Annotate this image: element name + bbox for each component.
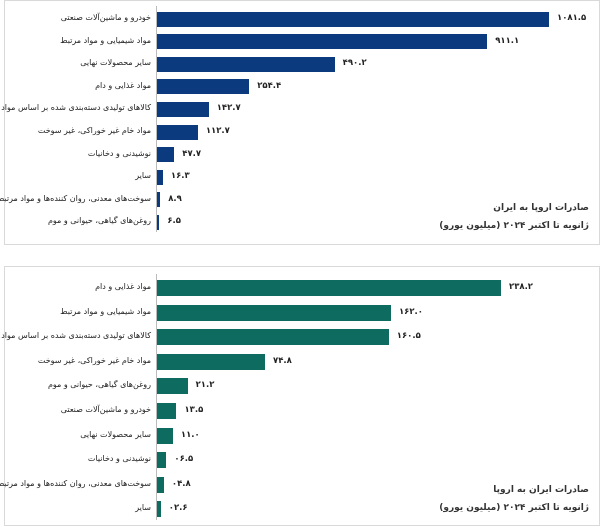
category-label: روغن‌های گیاهی، حیوانی و موم [47,216,151,226]
data-label: ۱۶۲.۰ [398,306,423,317]
bar [157,304,391,321]
category-label: مواد خام غیر خوراکی، غیر سوخت [37,126,151,135]
category-label: کالاهای تولیدی دسته‌بندی شده بر اساس موا… [1,331,151,341]
bar [157,79,250,95]
data-label: ۱۳.۵ [184,405,204,415]
chart-subtitle: ژانویه تا اکتبر ۲۰۲۴ (میلیون یورو) [439,503,589,513]
category-label: نوشیدنی و دخانیات [87,454,151,464]
data-label: ۴۹۰.۲ [342,58,367,69]
bar [157,353,266,370]
data-label: ۲۳۸.۲ [509,282,533,292]
category-label: کالاهای تولیدی دسته‌بندی شده بر اساس موا… [1,103,151,113]
chart-title-block: صادرات ایران به اروپا ژانویه تا اکتبر ۲۰… [439,481,589,517]
bar [157,329,389,346]
data-label: ۸.۹ [168,193,182,204]
chart-subtitle: ژانویه تا اکتبر ۲۰۲۴ (میلیون یورو) [439,221,589,231]
chart-title: صادرات ایران به اروپا [493,485,589,495]
europe-to-iran-chart: صادرات اروپا به ایران ژانویه تا اکتبر ۲۰… [0,0,600,245]
category-label: نوشیدنی و دخانیات [87,148,151,158]
bar [157,501,161,518]
category-label: خودرو و ماشین‌آلات صنعتی [60,405,151,414]
category-label: مواد شیمیایی و مواد مرتبط [60,306,151,316]
data-label: ۱۶.۳ [170,171,190,182]
category-label: سایر محصولات نهایی [80,429,151,439]
bar [157,214,160,230]
bar [157,427,173,444]
category-label: سایر [135,171,151,181]
category-label: سوخت‌های معدنی، روان کننده‌ها و مواد مرت… [0,193,151,203]
chart-title: صادرات اروپا به ایران [493,203,589,213]
data-label: ۲۱.۲ [195,380,215,391]
category-label: سایر [135,503,151,513]
y-axis-line [156,274,157,520]
bar [157,124,198,140]
bar [157,378,188,395]
bar [157,147,175,163]
data-label: ۱۰۸۱.۵ [557,13,587,23]
bar [157,192,161,208]
category-label: خودرو و ماشین‌آلات صنعتی [60,13,151,22]
data-label: ۲۵۴.۴ [257,80,282,91]
chart-title-block: صادرات اروپا به ایران ژانویه تا اکتبر ۲۰… [439,199,589,235]
category-label: روغن‌های گیاهی، حیوانی و موم [47,380,151,390]
bar [157,34,488,50]
data-label: ۱۴۲.۷ [216,103,241,114]
bar [157,476,164,493]
data-label: ۷۴.۸ [273,355,292,366]
bar [157,403,177,419]
data-label: ۱۱.۰ [180,429,200,440]
data-label: ۰۲.۶ [168,503,188,514]
bar [157,101,209,117]
y-axis-line [156,5,157,232]
bar [157,452,167,469]
data-label: ۱۱۲.۷ [205,126,230,136]
iran-to-europe-chart: صادرات ایران به اروپا ژانویه تا اکتبر ۲۰… [0,266,600,526]
data-label: ۰۶.۵ [174,454,194,465]
category-label: مواد شیمیایی و مواد مرتبط [60,35,151,45]
category-label: سایر محصولات نهایی [80,58,151,68]
category-label: سوخت‌های معدنی، روان کننده‌ها و مواد مرت… [0,478,151,488]
data-label: ۹۱۱.۱ [495,35,520,46]
category-label: مواد خام غیر خوراکی، غیر سوخت [37,355,151,365]
bar [157,11,549,27]
data-label: ۶.۵ [167,216,181,227]
category-label: مواد غذایی و دام [95,80,151,90]
data-label: ۴۷.۷ [182,148,202,159]
data-label: ۱۶۰.۵ [396,331,421,342]
data-label: ۰۴.۸ [171,478,191,489]
bar [157,169,163,185]
bar [157,280,501,296]
category-label: مواد غذایی و دام [95,282,151,291]
bar [157,56,335,72]
